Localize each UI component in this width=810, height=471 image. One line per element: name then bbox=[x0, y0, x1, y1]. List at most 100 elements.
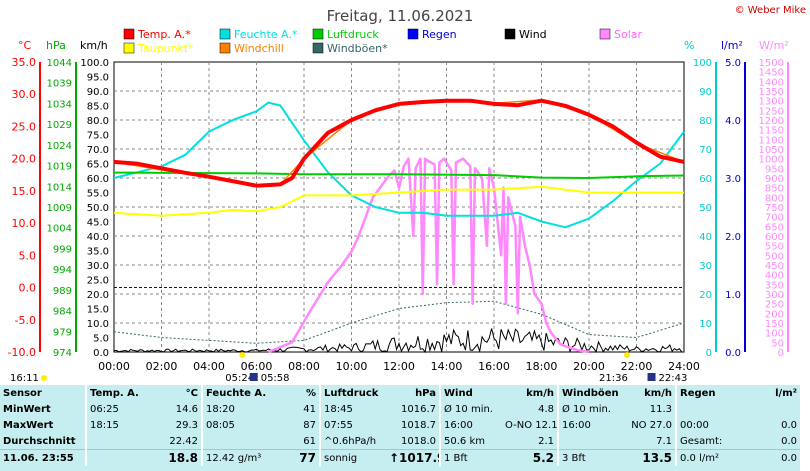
header-gust-unit: km/h bbox=[644, 387, 672, 399]
axis-tick-wind: 95.0 bbox=[87, 73, 109, 84]
axis-tick-press: 989 bbox=[53, 286, 72, 297]
table-cell: 7.1 bbox=[656, 435, 672, 447]
legend-label: Windböen* bbox=[327, 42, 388, 55]
axis-tick-press: 1004 bbox=[47, 224, 72, 235]
table-cell: Ø 10 min. bbox=[557, 401, 620, 417]
axis-tick-press: 1019 bbox=[47, 162, 72, 173]
table-cell: 00:00 bbox=[675, 417, 746, 433]
table-cell: 77 bbox=[272, 449, 320, 466]
axis-tick-wind: 35.0 bbox=[87, 247, 109, 258]
axis-tick-solar: 650 bbox=[765, 222, 784, 233]
axis-tick-temp: 15.0 bbox=[12, 185, 37, 198]
table-cell: 1018.0 bbox=[401, 435, 436, 447]
axis-tick-wind: 100.0 bbox=[80, 58, 109, 69]
table-cell: 87 bbox=[303, 419, 316, 431]
series-wind bbox=[113, 328, 682, 354]
stats-panel: Sensor Temp. A. °C Feuchte A. % Luftdruc… bbox=[0, 385, 800, 471]
sunrise-time: 05:24 bbox=[225, 373, 254, 384]
axis-tick-solar: 1250 bbox=[759, 106, 784, 117]
axis-tick-temp: 25.0 bbox=[12, 120, 37, 133]
axis-tick-solar: 250 bbox=[765, 300, 784, 311]
axis-tick-solar: 1500 bbox=[759, 58, 784, 69]
axis-tick-solar: 600 bbox=[765, 232, 784, 243]
axis-tick-solar: 750 bbox=[765, 203, 784, 214]
axis-tick-wind: 85.0 bbox=[87, 102, 109, 113]
x-tick-label: 12:00 bbox=[383, 360, 415, 373]
header-rain-unit: l/m² bbox=[775, 387, 797, 399]
x-tick-label: 04:00 bbox=[193, 360, 225, 373]
table-cell: 29.3 bbox=[175, 419, 198, 431]
axis-unit-temp: °C bbox=[18, 39, 32, 52]
header-gust: Windböen bbox=[557, 385, 620, 401]
axis-tick-hum: 100 bbox=[693, 58, 712, 69]
table-cell: O-NO 12.1 bbox=[505, 419, 558, 431]
axis-tick-hum: 60 bbox=[699, 174, 712, 185]
legend-swatch bbox=[312, 28, 324, 40]
axis-tick-press: 1009 bbox=[47, 203, 72, 214]
sunset-time: 21:36 bbox=[599, 373, 628, 384]
table-cell: 5.2 bbox=[502, 449, 558, 466]
table-cell: 06:25 bbox=[85, 401, 150, 417]
x-tick-label: 06:00 bbox=[241, 360, 273, 373]
chart-title: Freitag, 11.06.2021 bbox=[327, 7, 474, 25]
axis-tick-wind: 65.0 bbox=[87, 160, 109, 171]
axis-tick-rain: 4.0 bbox=[725, 116, 741, 127]
start-time-label: 16:11 bbox=[10, 373, 39, 384]
axis-tick-solar: 500 bbox=[765, 251, 784, 262]
axis-tick-solar: 300 bbox=[765, 290, 784, 301]
axis-tick-solar: 1400 bbox=[759, 77, 784, 88]
x-tick-label: 08:00 bbox=[288, 360, 320, 373]
table-header-row: Sensor Temp. A. °C Feuchte A. % Luftdruc… bbox=[0, 385, 800, 401]
x-tick-label: 00:00 bbox=[98, 360, 130, 373]
sunset-icon bbox=[624, 352, 630, 358]
axis-tick-solar: 1200 bbox=[759, 116, 784, 127]
table-cell: Ø 10 min. bbox=[439, 401, 502, 417]
axis-tick-solar: 1350 bbox=[759, 87, 784, 98]
header-wind-unit: km/h bbox=[526, 387, 554, 399]
row-label: MinWert bbox=[3, 403, 51, 415]
axis-tick-rain: 3.0 bbox=[725, 174, 741, 185]
header-temp-unit: °C bbox=[185, 387, 198, 399]
x-tick-label: 14:00 bbox=[431, 360, 463, 373]
axis-unit-humidity: % bbox=[684, 39, 694, 52]
axis-tick-solar: 450 bbox=[765, 261, 784, 272]
axis-tick-solar: 400 bbox=[765, 271, 784, 282]
axis-tick-temp: 5.0 bbox=[19, 249, 37, 262]
table-cell: Gesamt: bbox=[675, 433, 746, 450]
legend-label: Windchill bbox=[234, 42, 284, 55]
sunrise-icon bbox=[239, 352, 246, 358]
axis-tick-solar: 50 bbox=[771, 338, 784, 349]
table-cell: 41 bbox=[303, 403, 316, 415]
table-cell: 18.8 bbox=[150, 449, 202, 466]
axis-tick-hum: 80 bbox=[699, 116, 712, 127]
header-rain: Regen bbox=[675, 385, 746, 401]
header-temp: Temp. A. bbox=[85, 385, 150, 401]
legend-swatch bbox=[407, 28, 419, 40]
table-cell: 1018.7 bbox=[401, 419, 436, 431]
table-cell: 18:15 bbox=[85, 417, 150, 433]
table-row: 11.06. 23:55 18.8 12.42 g/m³ 77 sonnig ↑… bbox=[0, 449, 800, 466]
x-tick-label: 22:00 bbox=[621, 360, 653, 373]
axis-tick-press: 1044 bbox=[47, 58, 72, 69]
x-tick-label: 16:00 bbox=[478, 360, 510, 373]
table-cell: 2.1 bbox=[538, 435, 554, 447]
series-feuchte-a bbox=[113, 101, 685, 229]
row-label: Durchschnitt bbox=[3, 435, 76, 447]
legend-label: Taupunkt* bbox=[137, 42, 194, 55]
header-humidity-unit: % bbox=[305, 387, 316, 399]
axis-tick-wind: 25.0 bbox=[87, 276, 109, 287]
legend-swatch bbox=[312, 42, 324, 54]
table-cell: 61 bbox=[303, 435, 316, 447]
axis-tick-solar: 350 bbox=[765, 280, 784, 291]
axis-tick-wind: 70.0 bbox=[87, 145, 109, 156]
table-cell: 16:00 bbox=[557, 417, 620, 433]
table-cell: 12.42 g/m³ bbox=[201, 449, 272, 466]
axis-tick-solar: 1000 bbox=[759, 155, 784, 166]
axis-tick-solar: 850 bbox=[765, 184, 784, 195]
legend-label: Solar bbox=[614, 28, 643, 41]
axis-tick-rain: 1.0 bbox=[725, 290, 741, 301]
series-taupunkt bbox=[113, 185, 684, 217]
axis-tick-wind: 5.0 bbox=[93, 334, 109, 345]
axis-tick-solar: 1150 bbox=[759, 126, 784, 137]
